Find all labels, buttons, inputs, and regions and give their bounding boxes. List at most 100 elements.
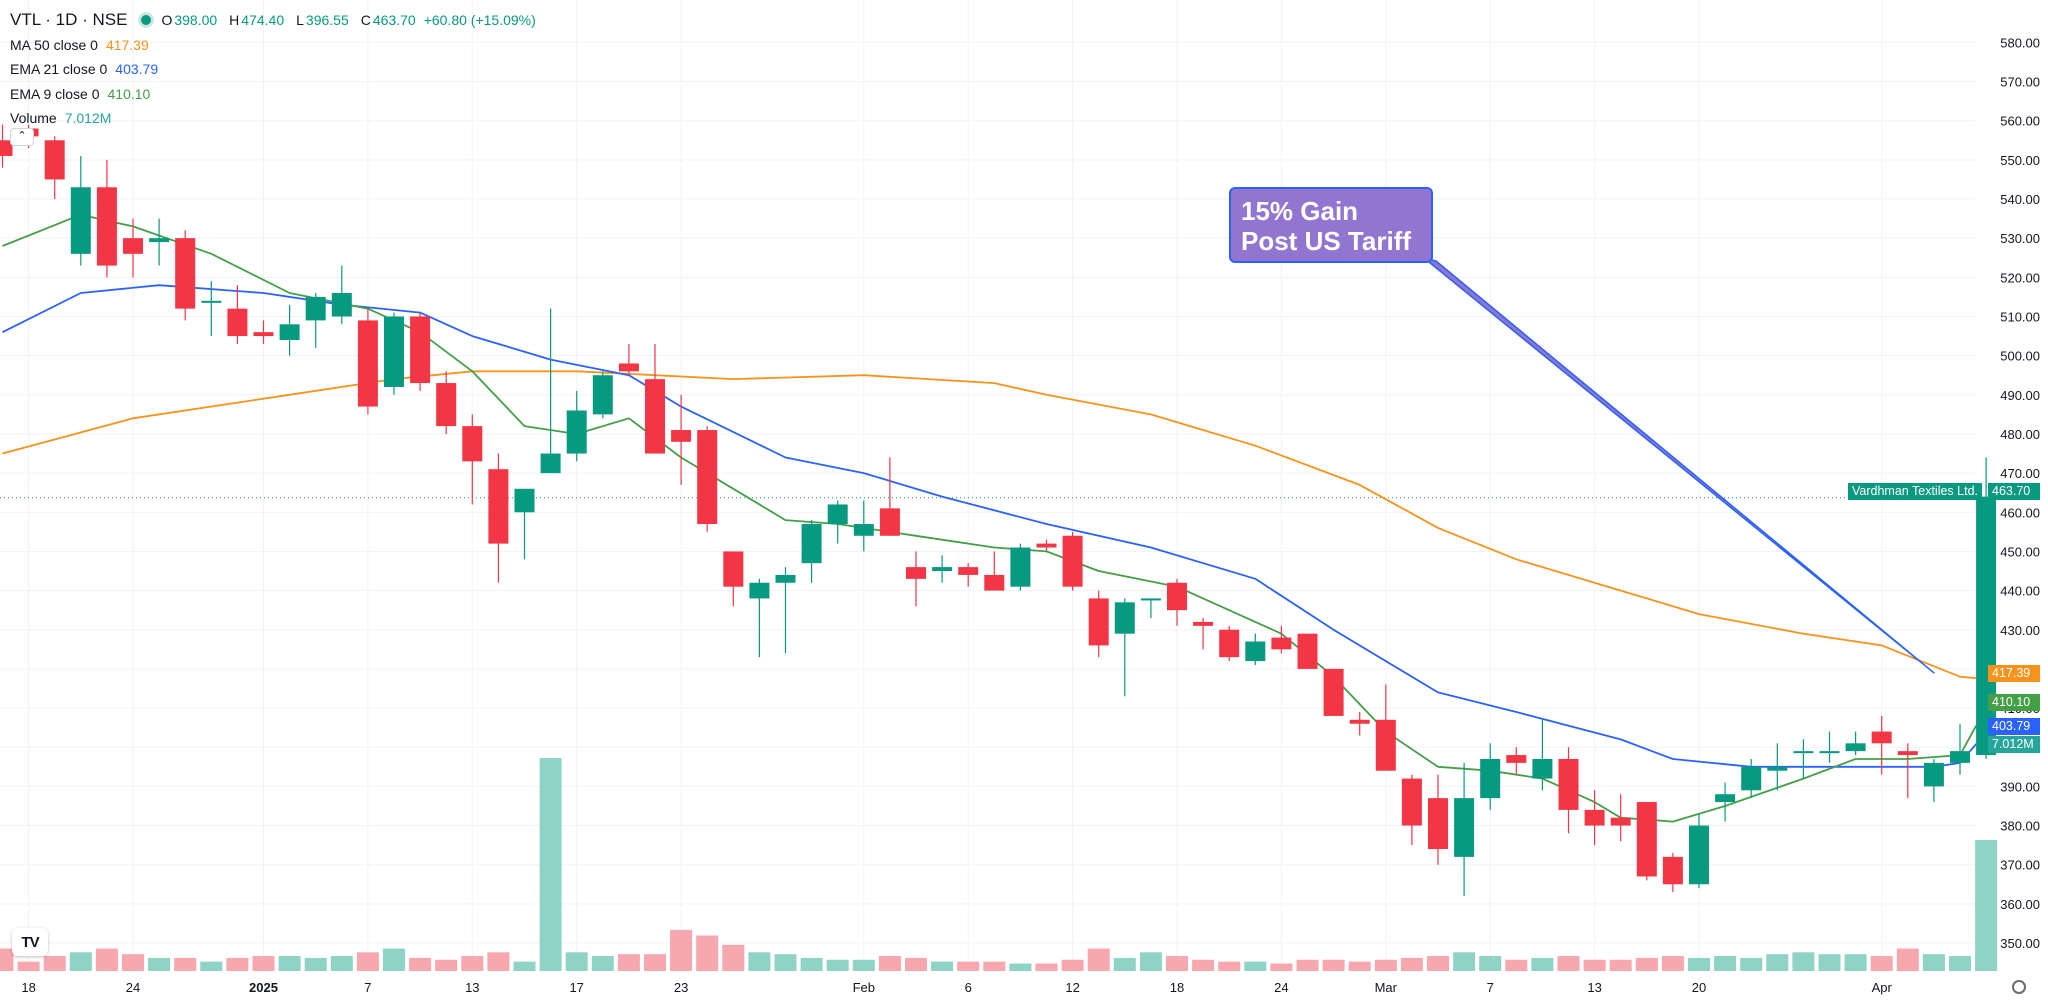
candle bbox=[436, 371, 457, 434]
price-tick-label: 580.00 bbox=[2000, 35, 2040, 50]
candle bbox=[1114, 598, 1135, 697]
volume-bar bbox=[852, 959, 875, 971]
price-tick-label: 560.00 bbox=[2000, 114, 2040, 129]
volume-bar bbox=[983, 961, 1006, 971]
candle bbox=[723, 551, 744, 607]
candle bbox=[1793, 739, 1814, 779]
ma50-price-tag: 417.39 bbox=[1988, 665, 2040, 682]
indicator-volume[interactable]: Volume 7.012M bbox=[10, 106, 536, 131]
volume-bar bbox=[174, 957, 197, 971]
volume-bar bbox=[1661, 956, 1684, 971]
ohlc-high: H 474.40 bbox=[229, 12, 285, 29]
candle bbox=[1662, 852, 1683, 893]
time-axis[interactable]: 18 24 2025 7 13 17 23 Feb 6 12 18 24 Mar 7 13 20 Apr bbox=[21, 980, 1892, 995]
candle bbox=[96, 159, 117, 278]
volume-bar bbox=[122, 954, 144, 971]
candle bbox=[1375, 684, 1396, 771]
candle bbox=[1741, 758, 1762, 799]
volume-bar bbox=[1427, 956, 1449, 971]
candle bbox=[1428, 774, 1448, 865]
price-axis[interactable]: 350.00360.00370.00380.00390.00400.00410.… bbox=[2000, 35, 2040, 951]
candle bbox=[123, 218, 143, 278]
indicator-ma50[interactable]: MA 50 close 0 417.39 bbox=[10, 33, 536, 58]
candle bbox=[879, 457, 900, 536]
candle bbox=[1715, 782, 1736, 822]
indicator-ema21[interactable]: EMA 21 close 0 403.79 bbox=[10, 57, 536, 82]
time-tick-label: Apr bbox=[1872, 980, 1893, 995]
candle bbox=[1897, 743, 1918, 799]
candle bbox=[1689, 813, 1709, 889]
price-tick-label: 470.00 bbox=[2000, 466, 2040, 481]
candle bbox=[906, 551, 926, 607]
candle bbox=[775, 567, 796, 654]
volume-bar bbox=[252, 956, 275, 971]
price-tick-label: 430.00 bbox=[2000, 623, 2040, 638]
candle bbox=[305, 292, 326, 348]
candle bbox=[488, 453, 509, 583]
indicator-value: 403.79 bbox=[115, 61, 159, 78]
volume-bar bbox=[748, 952, 771, 971]
volume-bar bbox=[1270, 963, 1293, 971]
indicator-value: 7.012M bbox=[64, 110, 112, 127]
volume-bar bbox=[1818, 954, 1841, 971]
volume-bar bbox=[1035, 963, 1058, 971]
volume-bar bbox=[1740, 957, 1763, 971]
volume-bar bbox=[1505, 959, 1528, 971]
candle bbox=[1062, 531, 1083, 591]
price-tick-label: 520.00 bbox=[2000, 270, 2040, 285]
volume-bar bbox=[1087, 948, 1110, 971]
time-tick-label: Mar bbox=[1375, 980, 1398, 995]
candle bbox=[671, 394, 692, 485]
candle bbox=[1088, 590, 1109, 658]
volume-bar bbox=[1766, 954, 1789, 971]
collapse-legend-button[interactable]: ⌃ bbox=[10, 128, 34, 146]
time-tick-label: 17 bbox=[569, 980, 583, 995]
candle bbox=[1610, 794, 1631, 842]
volume-bar bbox=[1479, 956, 1502, 971]
ema9-price-tag: 410.10 bbox=[1988, 694, 2040, 711]
price-tick-label: 390.00 bbox=[2000, 779, 2040, 794]
candle bbox=[1480, 743, 1501, 810]
symbol-title[interactable]: VTL · 1D · NSE bbox=[10, 10, 128, 30]
volume-bar bbox=[957, 961, 980, 971]
volume-bar bbox=[226, 957, 249, 971]
volume-bar bbox=[1218, 961, 1241, 971]
volume-bar bbox=[1322, 959, 1345, 971]
candle bbox=[514, 488, 535, 560]
indicator-value: 417.39 bbox=[105, 36, 149, 53]
candle bbox=[540, 308, 561, 474]
indicator-ema9[interactable]: EMA 9 close 0 410.10 bbox=[10, 82, 536, 107]
candle bbox=[1323, 668, 1344, 716]
candle bbox=[801, 520, 822, 583]
volume-bar bbox=[722, 944, 745, 971]
volume-bar bbox=[1557, 956, 1580, 971]
last-price-tag: 463.70 bbox=[1988, 483, 2040, 500]
volume-bar bbox=[1870, 956, 1893, 971]
candle bbox=[357, 308, 378, 415]
ema21-line bbox=[2, 284, 1987, 768]
indicator-label: Volume bbox=[10, 110, 57, 127]
volume-bar bbox=[356, 952, 379, 971]
price-tick-label: 510.00 bbox=[2000, 309, 2040, 324]
volume-bar bbox=[1113, 957, 1136, 971]
price-tick-label: 500.00 bbox=[2000, 349, 2040, 364]
volume-bar bbox=[200, 961, 223, 971]
volume-bar bbox=[43, 956, 66, 971]
ema21-price-tag: 403.79 bbox=[1988, 718, 2040, 735]
volume-bar bbox=[800, 957, 823, 971]
tradingview-logo[interactable]: TV bbox=[12, 928, 48, 956]
settings-icon[interactable] bbox=[2012, 980, 2026, 994]
indicator-label: EMA 21 close 0 bbox=[10, 61, 108, 78]
time-tick-label: 6 bbox=[965, 980, 972, 995]
volume-bar bbox=[1244, 961, 1267, 971]
ohlc-open: O 398.00 bbox=[161, 12, 218, 29]
annotation-callout[interactable]: 15% Gain Post US Tariff bbox=[1229, 187, 1433, 263]
candle bbox=[1558, 747, 1579, 834]
candle bbox=[227, 285, 248, 344]
ma50-line bbox=[2, 370, 1987, 680]
time-tick-label: Feb bbox=[853, 980, 875, 995]
volume-bar bbox=[95, 948, 118, 971]
indicator-lines bbox=[2, 213, 1987, 823]
series-name-tag: Vardhman Textiles Ltd. bbox=[1848, 483, 1982, 500]
